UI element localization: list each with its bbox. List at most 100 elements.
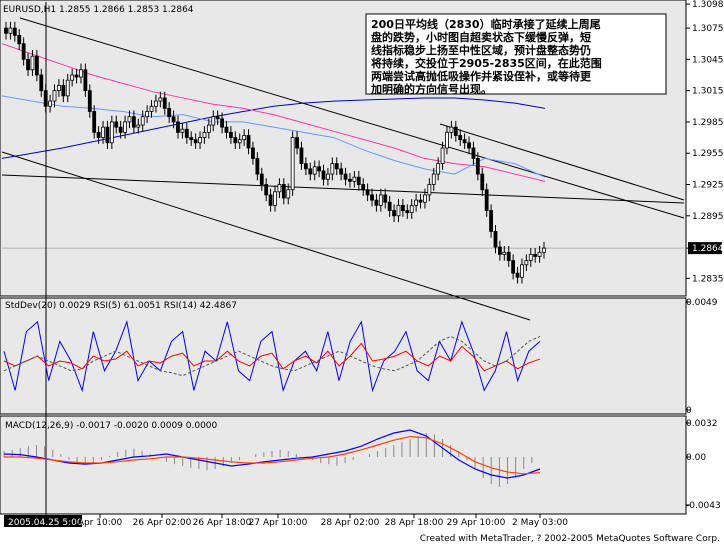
macd-line bbox=[4, 435, 541, 475]
indicator-series-line bbox=[3, 335, 541, 377]
y-tick-label: 1.3075 bbox=[692, 24, 724, 34]
candle-body bbox=[348, 178, 352, 182]
candle-body bbox=[502, 251, 507, 255]
trendline-lower bbox=[1, 151, 531, 321]
candle-body bbox=[30, 55, 35, 71]
candle-body bbox=[193, 139, 198, 144]
candle-body bbox=[286, 189, 291, 199]
indicator-layer bbox=[3, 319, 541, 393]
candle-body bbox=[180, 128, 185, 133]
candle-body bbox=[489, 210, 493, 232]
macd-panel bbox=[0, 415, 687, 515]
candle-body bbox=[308, 168, 313, 175]
candle-body bbox=[198, 137, 202, 144]
annotation-line: 200日平均线（2830）临时承接了延续上周尾 bbox=[371, 17, 601, 31]
candle-body bbox=[39, 74, 44, 92]
annotation-line: 盘的跌势，小时图自超卖状态下缓慢反弹，短 bbox=[371, 30, 591, 44]
candle-body bbox=[303, 163, 308, 170]
candle-body bbox=[167, 107, 172, 118]
candle-body bbox=[339, 168, 344, 175]
moving-average-line bbox=[1, 43, 546, 182]
candle-body bbox=[423, 194, 427, 203]
candle-body bbox=[321, 170, 326, 180]
candle-body bbox=[65, 79, 70, 97]
candle-body bbox=[453, 126, 458, 136]
footer-credit: Created with MetaTrader, ? 2002-2005 Met… bbox=[420, 534, 720, 544]
candle-body bbox=[96, 131, 101, 138]
candle-body bbox=[158, 97, 163, 102]
candle-body bbox=[105, 126, 110, 144]
candle-body bbox=[392, 210, 396, 217]
candle-body bbox=[409, 204, 414, 214]
candle-body bbox=[131, 116, 136, 128]
trendline-short bbox=[439, 123, 685, 201]
y-tick-label: 0.00 bbox=[686, 453, 706, 463]
candle-body bbox=[458, 135, 463, 141]
candle-body bbox=[387, 201, 392, 211]
candle-body bbox=[431, 173, 436, 185]
y-tick-label: 1.3045 bbox=[692, 55, 724, 65]
candle-body bbox=[343, 173, 348, 180]
candle-body bbox=[374, 199, 379, 206]
x-tick-label: 26 Apr 02:00 bbox=[133, 518, 192, 528]
macd-layer bbox=[3, 429, 541, 487]
candle-body bbox=[176, 121, 180, 133]
y-tick-label: 1.2955 bbox=[692, 149, 724, 159]
candle-body bbox=[246, 135, 251, 149]
candle-body bbox=[171, 116, 176, 123]
candle-body bbox=[484, 189, 489, 211]
candle-body bbox=[140, 116, 145, 126]
stddev-rsi-header: StdDev(20) 0.0029 RSI(5) 61.0051 RSI(14)… bbox=[5, 301, 237, 311]
candle-body bbox=[220, 118, 224, 128]
candle-body bbox=[184, 128, 189, 138]
candle-body bbox=[475, 158, 480, 175]
candle-body bbox=[405, 210, 410, 214]
candle-body bbox=[211, 116, 216, 126]
candle-body bbox=[162, 97, 167, 109]
x-tick-label: 28 Apr 02:00 bbox=[321, 518, 380, 528]
candle-body bbox=[145, 111, 150, 118]
candle-body bbox=[136, 124, 141, 128]
annotation-text: 200日平均线（2830）临时承接了延续上周尾盘的跌势，小时图自超卖状态下缓慢反… bbox=[370, 17, 602, 96]
candle-body bbox=[87, 90, 92, 112]
candle-body bbox=[471, 147, 476, 159]
candle-body bbox=[528, 253, 533, 262]
candle-body bbox=[101, 126, 105, 138]
candle-body bbox=[83, 69, 88, 92]
candle-body bbox=[109, 121, 114, 144]
candle-body bbox=[259, 173, 264, 185]
candle-body bbox=[356, 176, 361, 185]
candle-body bbox=[255, 158, 260, 175]
candle-body bbox=[123, 121, 127, 133]
stddev-rsi-panel bbox=[0, 297, 687, 415]
candle-body bbox=[480, 173, 485, 191]
annotation-line: 两端尝试高抛低吸操作并紧设侄补，或等待更 bbox=[371, 69, 592, 83]
candle-body bbox=[48, 100, 52, 107]
annotation-line: 将持续，交投位于2905-2835区间，在此范围 bbox=[371, 56, 602, 70]
trendline-horizontal bbox=[1, 174, 685, 204]
candle-body bbox=[414, 199, 419, 206]
candle-body bbox=[352, 176, 357, 182]
x-tick-label: 2 May 03:00 bbox=[512, 518, 568, 528]
candle-body bbox=[462, 139, 467, 144]
candle-body bbox=[290, 137, 295, 191]
y-tick-label: 1.2864 bbox=[692, 244, 724, 254]
candle-body bbox=[520, 264, 524, 278]
x-tick-label: 26 Apr 18:00 bbox=[193, 518, 252, 528]
y-tick-label: 0.0049 bbox=[686, 298, 718, 308]
candle-body bbox=[326, 173, 330, 180]
candle-body bbox=[524, 260, 529, 266]
candle-body bbox=[26, 58, 30, 71]
candle-body bbox=[237, 139, 242, 144]
y-tick-label: 1.2895 bbox=[692, 212, 724, 222]
x-tick-label: 29 Apr 10:00 bbox=[447, 518, 506, 528]
main-header: EURUSD,H1 1.2855 1.2866 1.2853 1.2864 bbox=[3, 5, 194, 15]
candle-body bbox=[4, 27, 8, 34]
y-tick-label: 1.2985 bbox=[692, 118, 724, 128]
candle-body bbox=[436, 163, 441, 175]
y-tick-label: 1.2925 bbox=[692, 181, 724, 191]
candle-body bbox=[215, 116, 220, 120]
candle-body bbox=[511, 260, 516, 274]
